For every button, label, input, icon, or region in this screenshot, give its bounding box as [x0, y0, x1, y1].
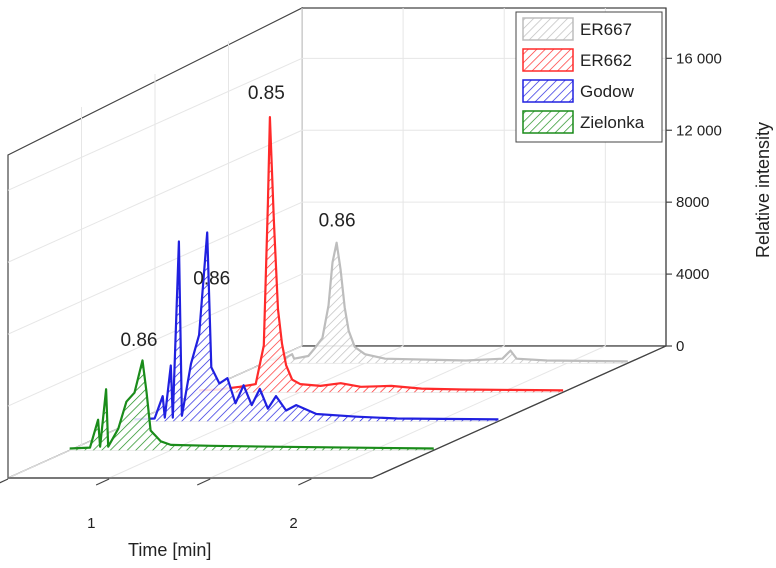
x-tick-mark	[196, 478, 211, 486]
legend-item-zielonka: Zielonka	[522, 110, 645, 134]
series-area	[69, 360, 434, 451]
series-layer	[69, 116, 628, 451]
peak-label: 0.85	[248, 83, 285, 104]
legend-swatch	[522, 79, 574, 103]
x-tick-mark	[0, 478, 9, 484]
z-tick-label: 0	[676, 338, 684, 355]
depth-axis	[371, 345, 667, 479]
series-godow	[134, 231, 499, 422]
x-tick-label: 2	[289, 515, 297, 532]
x-axis-title: Time [min]	[128, 540, 211, 560]
peak-label: 0.86	[319, 211, 356, 232]
legend-item-er662: ER662	[522, 48, 632, 72]
x-tick-mark	[298, 478, 312, 486]
legend-swatch	[522, 110, 574, 134]
series-line	[199, 116, 564, 392]
series-zielonka	[69, 359, 434, 451]
grid-line	[210, 345, 505, 479]
grid-line	[7, 273, 303, 407]
legend-label: ER667	[580, 20, 632, 39]
z-tick-label: 4000	[676, 266, 709, 283]
peak-labels: 0.86 0.85 0.86 0.86	[120, 83, 355, 351]
grid-line	[7, 57, 303, 191]
legend-item-godow: Godow	[522, 79, 635, 103]
ticks: 0 4000 8000 12 000 16 000 1 2	[0, 8, 722, 532]
series-area	[199, 117, 564, 393]
legend-item-er667: ER667	[522, 17, 632, 41]
series-er662	[199, 116, 564, 393]
z-axis-title: Relative intensity	[753, 122, 773, 258]
series-line	[263, 241, 628, 363]
legend-label: Godow	[580, 82, 635, 101]
legend-swatch	[522, 48, 574, 72]
grid-line	[311, 345, 606, 479]
series-area	[263, 242, 628, 364]
x-tick-label: 1	[87, 515, 95, 532]
series-line	[69, 359, 434, 450]
z-tick-label: 12 000	[676, 122, 722, 139]
axes	[8, 345, 667, 479]
series-er667	[263, 241, 628, 364]
peak-label: 0.86	[120, 330, 157, 351]
z-tick-label: 16 000	[676, 50, 722, 67]
z-tick-label: 8000	[676, 194, 709, 211]
grid-line	[7, 201, 303, 335]
x-tick-mark	[95, 478, 110, 486]
legend: ER667 ER662 Godow Zielonka	[515, 11, 663, 143]
series-area	[134, 232, 499, 422]
legend-label: ER662	[580, 51, 632, 70]
series-line	[134, 231, 499, 421]
legend-swatch	[522, 17, 574, 41]
peak-label: 0.86	[193, 269, 230, 290]
legend-label: Zielonka	[580, 113, 645, 132]
grid-line	[7, 129, 303, 263]
